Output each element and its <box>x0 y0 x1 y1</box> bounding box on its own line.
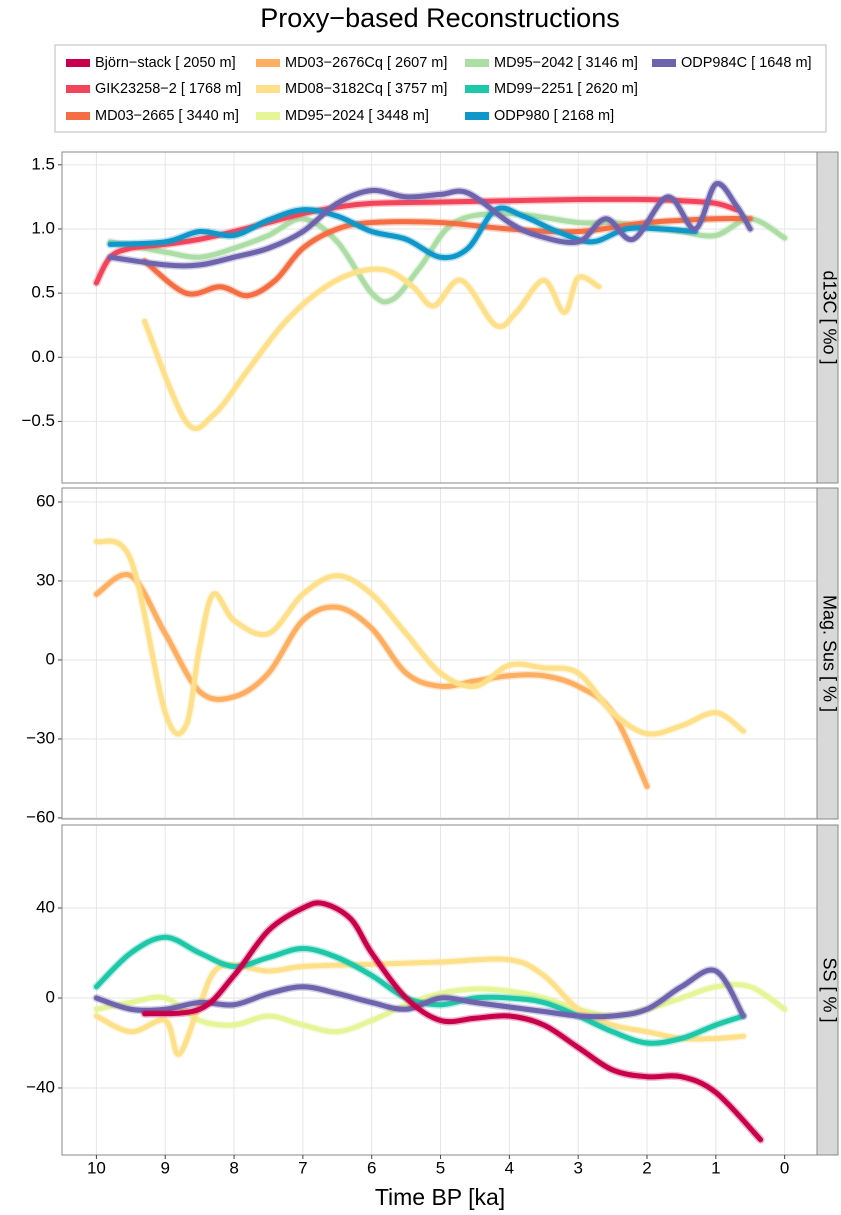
y-tick-label: 60 <box>36 491 55 510</box>
chart-title: Proxy−based Reconstructions <box>260 3 619 33</box>
legend-key <box>465 112 489 120</box>
series-line <box>142 900 764 1143</box>
x-tick-label: 8 <box>229 1158 238 1177</box>
legend-label: MD03−2676Cq [ 2607 m] <box>285 55 447 71</box>
strip <box>816 151 839 484</box>
legend-key <box>256 112 280 120</box>
y-tick-label: 0.0 <box>31 347 55 366</box>
x-axis-title: Time BP [ka] <box>375 1184 505 1210</box>
series-line <box>142 215 753 299</box>
y-tick-label: −30 <box>26 728 55 747</box>
strip-label: SS [ % ] <box>819 957 839 1022</box>
legend-key <box>256 85 280 93</box>
legend-key <box>465 59 489 67</box>
x-tick-label: 5 <box>436 1158 445 1177</box>
legend-label: MD99−2251 [ 2620 m] <box>494 81 638 97</box>
series-line <box>93 956 746 1057</box>
x-tick-label: 4 <box>505 1158 514 1177</box>
legend-label: MD95−2042 [ 3146 m] <box>494 55 638 71</box>
y-tick-label: 0 <box>46 649 55 668</box>
y-tick-label: 30 <box>36 570 55 589</box>
x-tick-label: 9 <box>161 1158 170 1177</box>
series-line <box>93 572 650 789</box>
legend-key <box>66 112 90 120</box>
y-tick-label: −40 <box>26 1077 55 1096</box>
legend-label: GIK23258−2 [ 1768 m] <box>95 81 241 97</box>
legend-label: MD08−3182Cq [ 3757 m] <box>285 81 447 97</box>
x-tick-label: 2 <box>642 1158 651 1177</box>
legend-key <box>652 59 676 67</box>
series-line <box>93 538 746 737</box>
legend-label: MD03−2665 [ 3440 m] <box>95 108 239 124</box>
strip <box>816 487 839 820</box>
strip-label: d13C [ %o ] <box>819 270 839 364</box>
legend-key <box>256 59 280 67</box>
panel-background <box>62 825 817 1155</box>
series-line <box>107 181 753 269</box>
x-tick-label: 1 <box>711 1158 720 1177</box>
series-line <box>93 967 746 1020</box>
y-tick-label: 1.0 <box>31 218 55 237</box>
legend-key <box>465 85 489 93</box>
panel-background <box>62 152 817 483</box>
x-tick-label: 0 <box>780 1158 789 1177</box>
y-tick-label: −60 <box>26 807 55 826</box>
y-tick-label: 0.5 <box>31 283 55 302</box>
series-line <box>93 982 788 1035</box>
strip <box>816 824 839 1156</box>
x-tick-label: 7 <box>298 1158 307 1177</box>
series-line <box>107 205 698 261</box>
legend-key <box>66 59 90 67</box>
x-tick-label: 3 <box>573 1158 582 1177</box>
panel-background <box>62 488 817 819</box>
y-tick-label: 40 <box>36 897 55 916</box>
x-tick-label: 10 <box>87 1158 106 1177</box>
legend-label: ODP984C [ 1648 m] <box>681 55 812 71</box>
legend-key <box>66 85 90 93</box>
legend-label: ODP980 [ 2168 m] <box>494 108 614 124</box>
x-tick-label: 6 <box>367 1158 376 1177</box>
legend-label: MD95−2024 [ 3448 m] <box>285 108 429 124</box>
series-line <box>93 196 739 286</box>
series-line <box>142 266 602 431</box>
strip-label: Mag. Sus [ % ] <box>819 595 839 712</box>
y-tick-label: 0 <box>46 987 55 1006</box>
legend-box <box>54 44 827 133</box>
y-tick-label: 1.5 <box>31 154 55 173</box>
legend-label: Björn−stack [ 2050 m] <box>95 55 236 71</box>
y-tick-label: −0.5 <box>21 411 55 430</box>
